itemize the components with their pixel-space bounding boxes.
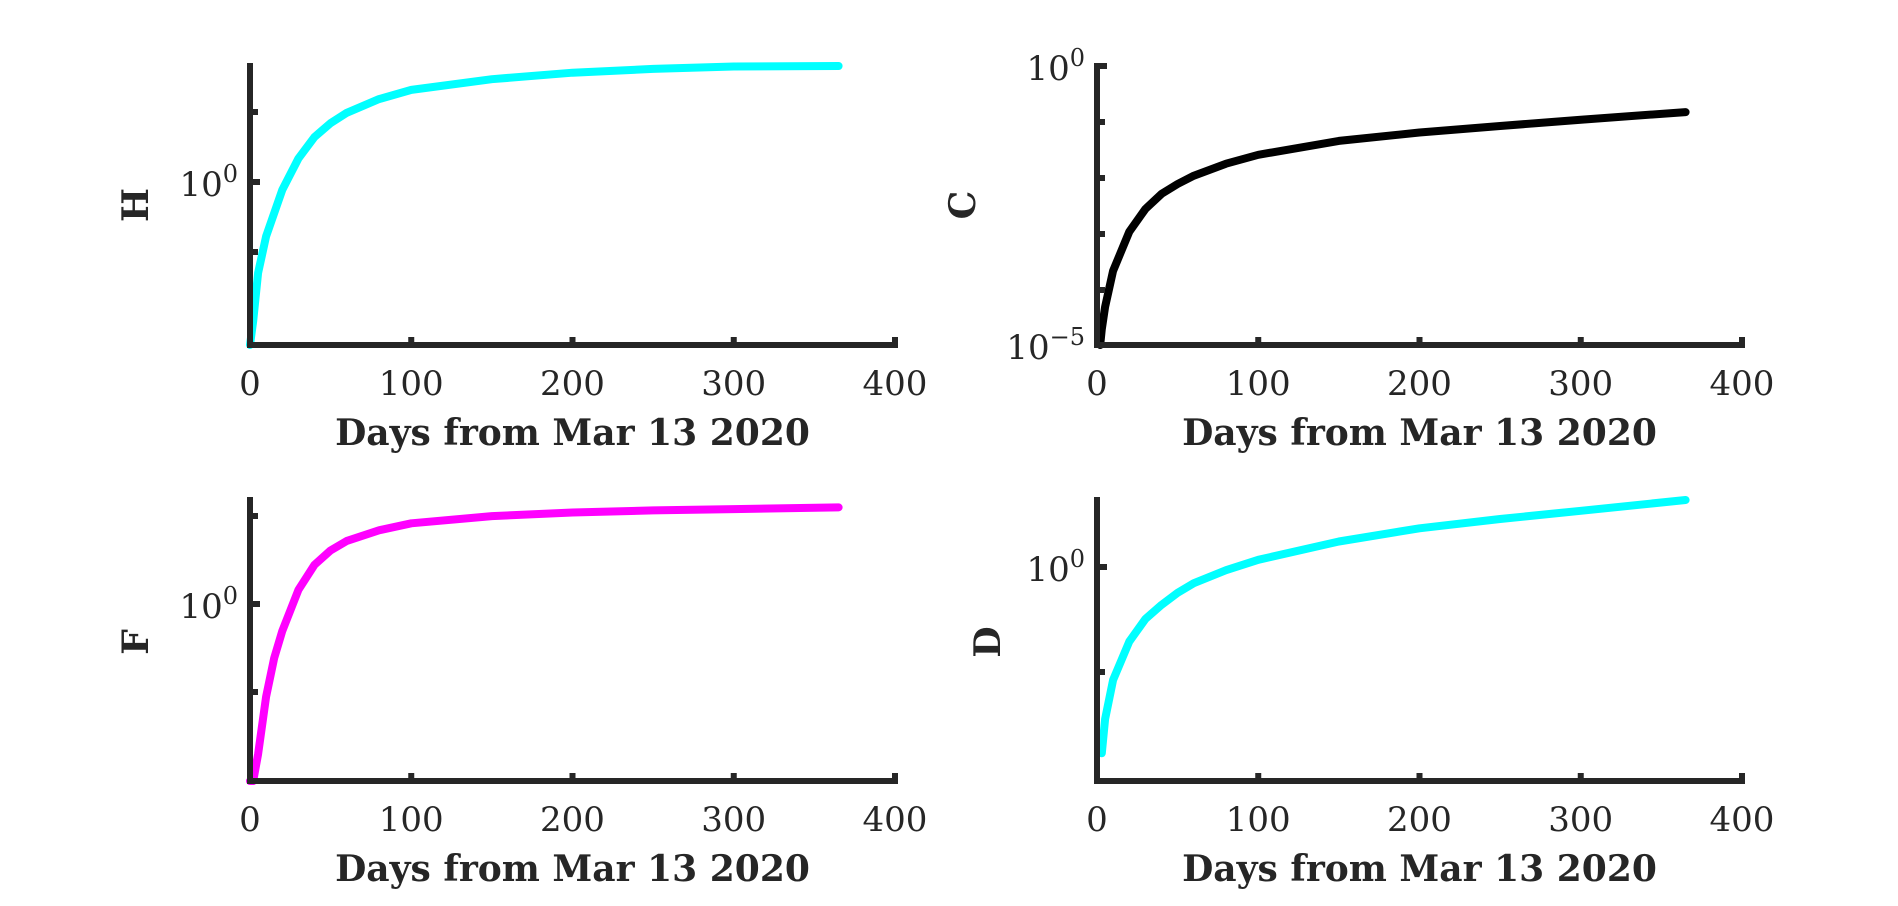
x-tick-label: 0 xyxy=(1086,364,1108,404)
x-tick-label: 100 xyxy=(379,800,444,840)
x-tick-label: 100 xyxy=(379,364,444,404)
y-tick-label: 100 xyxy=(1026,44,1085,89)
x-tick-label: 100 xyxy=(1226,364,1291,404)
x-tick-label: 200 xyxy=(1387,364,1452,404)
y-axis-label: F xyxy=(115,629,157,655)
x-tick-label: 300 xyxy=(1548,364,1613,404)
y-tick-label: 100 xyxy=(179,160,238,205)
x-tick-label: 400 xyxy=(1710,800,1775,840)
x-tick-label: 300 xyxy=(701,800,766,840)
y-axis-label: C xyxy=(942,191,984,220)
y-tick-label: 100 xyxy=(179,582,238,627)
x-tick-label: 0 xyxy=(1086,800,1108,840)
x-axis-label: Days from Mar 13 2020 xyxy=(335,848,810,890)
x-tick-label: 200 xyxy=(1387,800,1452,840)
x-tick-label: 200 xyxy=(540,800,605,840)
x-axis-label: Days from Mar 13 2020 xyxy=(335,412,810,454)
y-tick-label: 10−5 xyxy=(1006,323,1085,368)
x-axis-label: Days from Mar 13 2020 xyxy=(1182,412,1657,454)
x-axis-label: Days from Mar 13 2020 xyxy=(1182,848,1657,890)
series-line-c xyxy=(1096,108,1690,349)
subplot-c: 0 100 200 300 400 100 10−5 Days from Mar 13 202… xyxy=(942,44,1774,454)
x-tick-label: 400 xyxy=(863,364,928,404)
subplot-d: 0 100 200 300 400 100 Days from Mar 13 2020 D xyxy=(967,496,1775,890)
series-line-f xyxy=(246,503,843,785)
x-tick-label: 300 xyxy=(1548,800,1613,840)
y-tick-label: 100 xyxy=(1026,545,1085,590)
series-line-h xyxy=(246,62,843,349)
x-tick-label: 0 xyxy=(239,364,261,404)
x-tick-label: 200 xyxy=(540,364,605,404)
x-tick-label: 0 xyxy=(239,800,261,840)
y-axis-label: H xyxy=(115,188,157,222)
x-tick-label: 100 xyxy=(1226,800,1291,840)
y-axis-label: D xyxy=(967,626,1009,657)
x-tick-label: 400 xyxy=(1710,364,1775,404)
x-tick-label: 400 xyxy=(863,800,928,840)
x-tick-label: 300 xyxy=(701,364,766,404)
subplot-f: 0 100 200 300 400 100 Days from Mar 13 2020 F xyxy=(115,497,928,890)
subplot-h: 0 100 200 300 400 100 Days from Mar 13 2020 H xyxy=(115,62,928,454)
series-line-d xyxy=(1097,496,1690,758)
